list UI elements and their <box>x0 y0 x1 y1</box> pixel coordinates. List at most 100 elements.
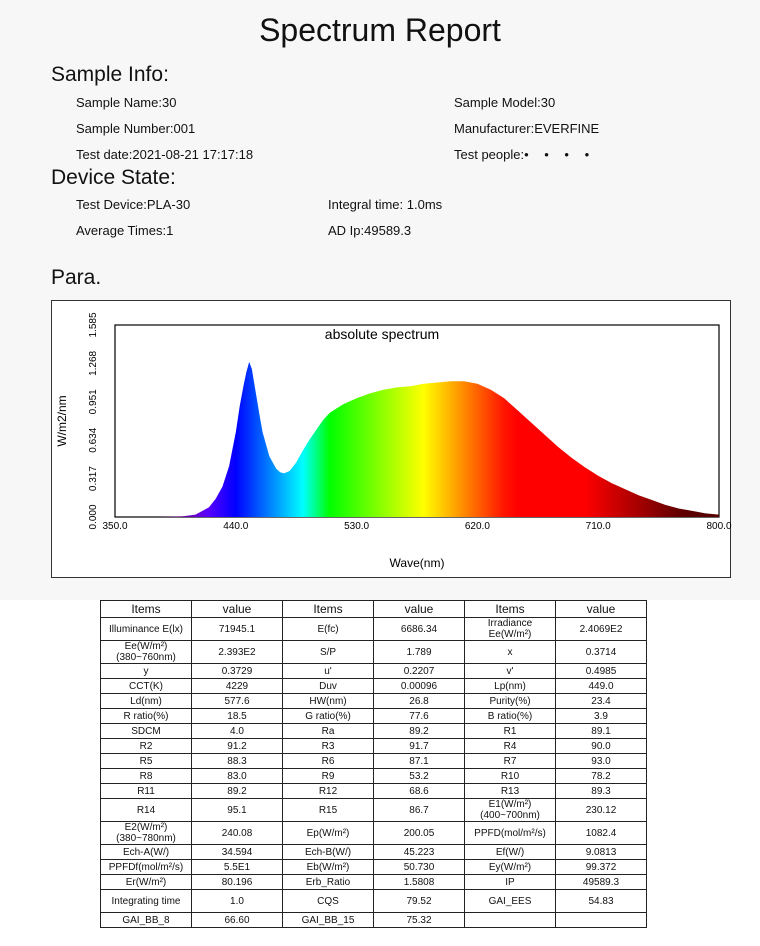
table-cell: Purity(%) <box>464 693 556 709</box>
sample-info-heading: Sample Info: <box>51 63 169 86</box>
table-cell: R12 <box>282 783 374 799</box>
table-cell: 68.6 <box>373 783 465 799</box>
table-cell: Ey(W/m²) <box>464 859 556 875</box>
table-cell: Ra <box>282 723 374 739</box>
table-cell: R4 <box>464 738 556 754</box>
y-tick-label: 0.634 <box>88 427 99 452</box>
table-cell: Duv <box>282 678 374 694</box>
table-cell: R5 <box>100 753 192 769</box>
device-state-heading: Device State: <box>51 166 176 189</box>
table-cell: 1.0 <box>191 889 283 913</box>
sample-number-field: Sample Number:001 <box>76 121 196 136</box>
y-tick-label: 0.317 <box>88 466 99 491</box>
table-cell: R2 <box>100 738 192 754</box>
table-cell: E2(W/m²)(380~780nm) <box>100 821 192 845</box>
table-row: R5 88.3 R6 87.1 R7 93.0 <box>100 753 647 769</box>
table-cell: SDCM <box>100 723 192 739</box>
table-cell: 0.2207 <box>373 663 465 679</box>
table-cell: S/P <box>282 640 374 664</box>
table-cell: Ep(W/m²) <box>282 821 374 845</box>
table-cell: Ech-A(W/) <box>100 844 192 860</box>
table-cell: 0.3729 <box>191 663 283 679</box>
table-cell: 449.0 <box>555 678 647 694</box>
table-cell: R8 <box>100 768 192 784</box>
table-row: Ee(W/m²)(380~760nm) 2.393E2 S/P 1.789 x 0.371… <box>100 640 647 664</box>
table-cell: R14 <box>100 798 192 822</box>
table-cell: 18.5 <box>191 708 283 724</box>
y-tick-label: 1.268 <box>88 350 99 375</box>
table-cell: 89.2 <box>373 723 465 739</box>
table-cell: 95.1 <box>191 798 283 822</box>
table-cell: 78.2 <box>555 768 647 784</box>
table-cell: Ef(W/) <box>464 844 556 860</box>
table-cell: 1082.4 <box>555 821 647 845</box>
table-cell: HW(nm) <box>282 693 374 709</box>
table-cell: Ld(nm) <box>100 693 192 709</box>
table-row: Integrating time 1.0 CQS 79.52 GAI_EES 54.83 <box>100 889 647 913</box>
table-cell: PPFD(mol/m²/s) <box>464 821 556 845</box>
table-cell: R13 <box>464 783 556 799</box>
table-cell: 2.4069E2 <box>555 617 647 641</box>
table-cell: E(fc) <box>282 617 374 641</box>
test-date-field: Test date:2021-08-21 17:17:18 <box>76 147 254 162</box>
table-cell: 91.2 <box>191 738 283 754</box>
table-row: CCT(K) 4229 Duv 0.00096 Lp(nm) 449.0 <box>100 678 647 694</box>
spectrum-area <box>115 361 719 517</box>
table-cell: 49589.3 <box>555 874 647 890</box>
x-tick-label: 440.0 <box>223 521 248 532</box>
table-cell: 86.7 <box>373 798 465 822</box>
table-row: PPFDf(mol/m²/s) 5.5E1 Eb(W/m²) 50.730 Ey(W/m… <box>100 859 647 875</box>
table-header-row: Items value Items value Items value <box>100 600 647 618</box>
table-cell <box>555 912 647 928</box>
table-cell: R6 <box>282 753 374 769</box>
table-cell: x <box>464 640 556 664</box>
table-cell: 71945.1 <box>191 617 283 641</box>
table-cell: 26.8 <box>373 693 465 709</box>
x-tick-label: 800.0 <box>706 521 731 532</box>
table-cell: 66.60 <box>191 912 283 928</box>
average-times-field: Average Times:1 <box>76 223 174 238</box>
table-header-cell: Items <box>100 600 192 618</box>
table-cell: 54.83 <box>555 889 647 913</box>
sample-name-field: Sample Name:30 <box>76 95 177 110</box>
table-row: Ech-A(W/) 34.594 Ech-B(W/) 45.223 Ef(W/) 9.08… <box>100 844 647 860</box>
table-header-cell: value <box>555 600 647 618</box>
table-cell: CCT(K) <box>100 678 192 694</box>
spectrum-chart-svg: absolute spectrum 350.0 440.0 530.0 620.0 710… <box>55 312 732 570</box>
table-cell: 89.3 <box>555 783 647 799</box>
integral-time-field: Integral time: 1.0ms <box>328 197 443 212</box>
table-cell: 0.00096 <box>373 678 465 694</box>
table-cell: 53.2 <box>373 768 465 784</box>
y-axis-label: W/m2/nm <box>55 395 69 446</box>
table-cell <box>464 912 556 928</box>
table-cell: B ratio(%) <box>464 708 556 724</box>
x-tick-label: 350.0 <box>102 521 127 532</box>
table-cell: 34.594 <box>191 844 283 860</box>
table-cell: GAI_BB_15 <box>282 912 374 928</box>
table-row: SDCM 4.0 Ra 89.2 R1 89.1 <box>100 723 647 739</box>
table-cell: R10 <box>464 768 556 784</box>
table-cell: 91.7 <box>373 738 465 754</box>
table-cell: GAI_BB_8 <box>100 912 192 928</box>
table-cell: Lp(nm) <box>464 678 556 694</box>
table-cell: 6686.34 <box>373 617 465 641</box>
para-heading: Para. <box>51 266 102 289</box>
table-cell: 89.1 <box>555 723 647 739</box>
y-tick-label: 0.951 <box>88 389 99 414</box>
table-cell: 2.393E2 <box>191 640 283 664</box>
table-row: R8 83.0 R9 53.2 R10 78.2 <box>100 768 647 784</box>
x-tick-label: 710.0 <box>586 521 611 532</box>
table-cell: 1.5808 <box>373 874 465 890</box>
table-cell: Ee(W/m²)(380~760nm) <box>100 640 192 664</box>
table-cell: 200.05 <box>373 821 465 845</box>
table-cell: G ratio(%) <box>282 708 374 724</box>
table-cell: 577.6 <box>191 693 283 709</box>
table-cell: Er(W/m²) <box>100 874 192 890</box>
table-cell: 77.6 <box>373 708 465 724</box>
table-cell: 45.223 <box>373 844 465 860</box>
x-tick-label: 620.0 <box>465 521 490 532</box>
y-tick-label: 1.585 <box>88 312 99 337</box>
chart-title: absolute spectrum <box>325 326 439 342</box>
table-cell: 230.12 <box>555 798 647 822</box>
table-cell: 23.4 <box>555 693 647 709</box>
